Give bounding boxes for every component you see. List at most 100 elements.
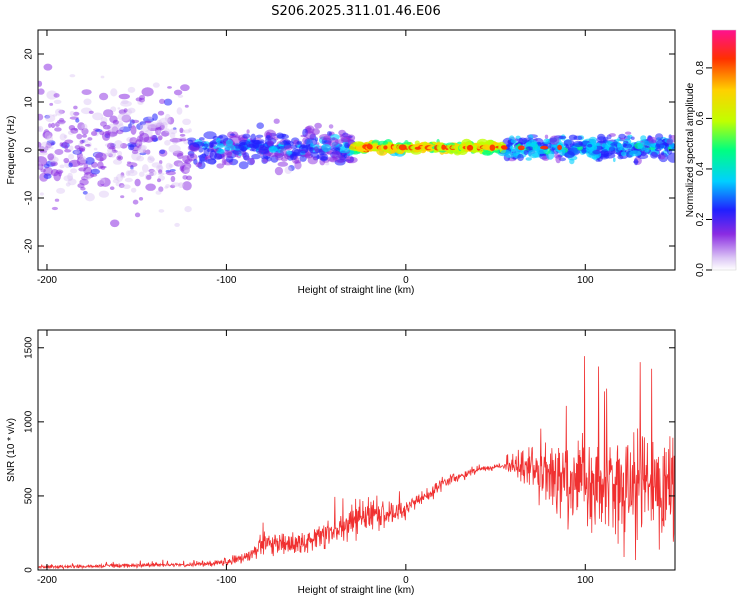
spectral-blob (93, 147, 98, 151)
spectral-blob (340, 133, 352, 143)
colorbar-tick-label: 0.2 (695, 212, 706, 226)
spectral-blob (98, 190, 109, 198)
spectral-blob (81, 123, 88, 130)
spectrogram-x-label: Height of straight line (km) (298, 285, 415, 296)
spectral-blob (73, 105, 78, 110)
snr-x-axis: -200 -100 0 100 (37, 330, 594, 586)
spectral-blob (83, 98, 92, 106)
spectral-blob (111, 148, 116, 153)
spectral-blob (304, 153, 311, 159)
spectral-blob (147, 124, 159, 132)
spectral-blob (183, 129, 191, 134)
spectral-blob (274, 152, 282, 157)
spectral-blob (597, 133, 606, 141)
spectral-blob (65, 182, 71, 187)
snr-y-label: SNR (10 * v/v) (6, 418, 17, 482)
spectral-blob (300, 134, 307, 138)
spectral-blob (117, 112, 131, 122)
spectral-blob (140, 145, 148, 151)
spectral-blob (667, 152, 675, 163)
spectral-blob (97, 180, 105, 187)
spectral-blob (328, 137, 339, 147)
spectral-blob (536, 141, 542, 145)
spectral-blob (147, 155, 155, 164)
spectral-blob (45, 114, 56, 123)
spectral-blob (75, 118, 80, 123)
spectral-blob (650, 151, 658, 159)
spectral-blob (197, 155, 203, 158)
spectral-blob (216, 137, 221, 144)
spectral-blob (108, 131, 118, 137)
spectral-blob (55, 108, 63, 116)
spectral-blob (164, 140, 171, 146)
spectral-blob (648, 137, 652, 141)
spectral-blob (528, 139, 538, 146)
spectral-blob (304, 137, 318, 147)
spectral-blob (39, 192, 44, 196)
spectral-blob (107, 147, 114, 154)
spectral-blob (249, 148, 255, 152)
spectral-blob (159, 98, 165, 104)
spectral-blob (170, 184, 176, 189)
spectral-blob (38, 80, 43, 87)
spectral-blob (549, 135, 560, 145)
spectral-blob (134, 178, 141, 187)
spectral-blob (49, 102, 54, 106)
spectral-blob (64, 149, 72, 153)
spectral-blob (142, 164, 149, 173)
spectral-blob (209, 150, 217, 161)
spectral-blob (163, 98, 173, 106)
spectral-blob (120, 195, 125, 199)
spectral-blob (79, 139, 85, 144)
spectral-blob (117, 107, 121, 110)
spectral-blob (109, 146, 116, 149)
spectral-blob (157, 172, 165, 176)
spectral-blob (45, 142, 52, 149)
spectral-blob (624, 131, 632, 135)
spectrogram-x-axis: -200 -100 0 100 (37, 30, 594, 286)
spectral-blob (608, 146, 616, 155)
spectral-blob (265, 134, 271, 139)
spectral-blob (170, 175, 176, 183)
y-tick-label: 500 (24, 487, 35, 504)
spectral-blob (109, 186, 115, 190)
spectral-blob (74, 145, 81, 150)
spectral-blob (54, 198, 60, 202)
spectral-blob (82, 134, 87, 138)
spectral-blob (151, 113, 158, 121)
x-tick-label: -200 (37, 275, 57, 286)
spectral-blob (165, 171, 176, 176)
spectral-blob (183, 165, 190, 173)
spectral-blob (139, 152, 147, 156)
spectral-blob (74, 149, 81, 155)
spectral-blob (618, 133, 626, 140)
spectral-blob (99, 92, 109, 101)
spectral-blob (43, 63, 53, 71)
spectral-blob (441, 144, 446, 150)
spectral-blob (107, 123, 119, 132)
snr-series-line (38, 356, 675, 570)
spectral-blob (144, 120, 152, 124)
spectral-blob (63, 157, 70, 164)
spectral-blob (266, 156, 272, 162)
spectral-blob (255, 134, 264, 138)
spectral-blob (104, 143, 115, 148)
spectral-blob (540, 145, 549, 150)
spectral-blob (176, 107, 183, 115)
spectral-blob (637, 143, 643, 149)
spectral-blob (132, 199, 139, 205)
spectral-blob (54, 149, 64, 155)
spectral-blob (95, 152, 107, 162)
spectral-blob (251, 153, 261, 160)
y-tick-label: -10 (24, 190, 35, 205)
y-tick-label: 0 (24, 147, 35, 153)
spectral-blob (305, 131, 316, 140)
spectral-blob (39, 146, 45, 153)
spectral-blob (167, 116, 175, 125)
y-tick-label: -20 (24, 238, 35, 253)
spectral-blob (70, 168, 78, 174)
spectral-blob (73, 111, 80, 116)
spectral-blob (112, 119, 119, 125)
spectral-blob (173, 89, 183, 96)
spectral-blob (344, 142, 350, 149)
